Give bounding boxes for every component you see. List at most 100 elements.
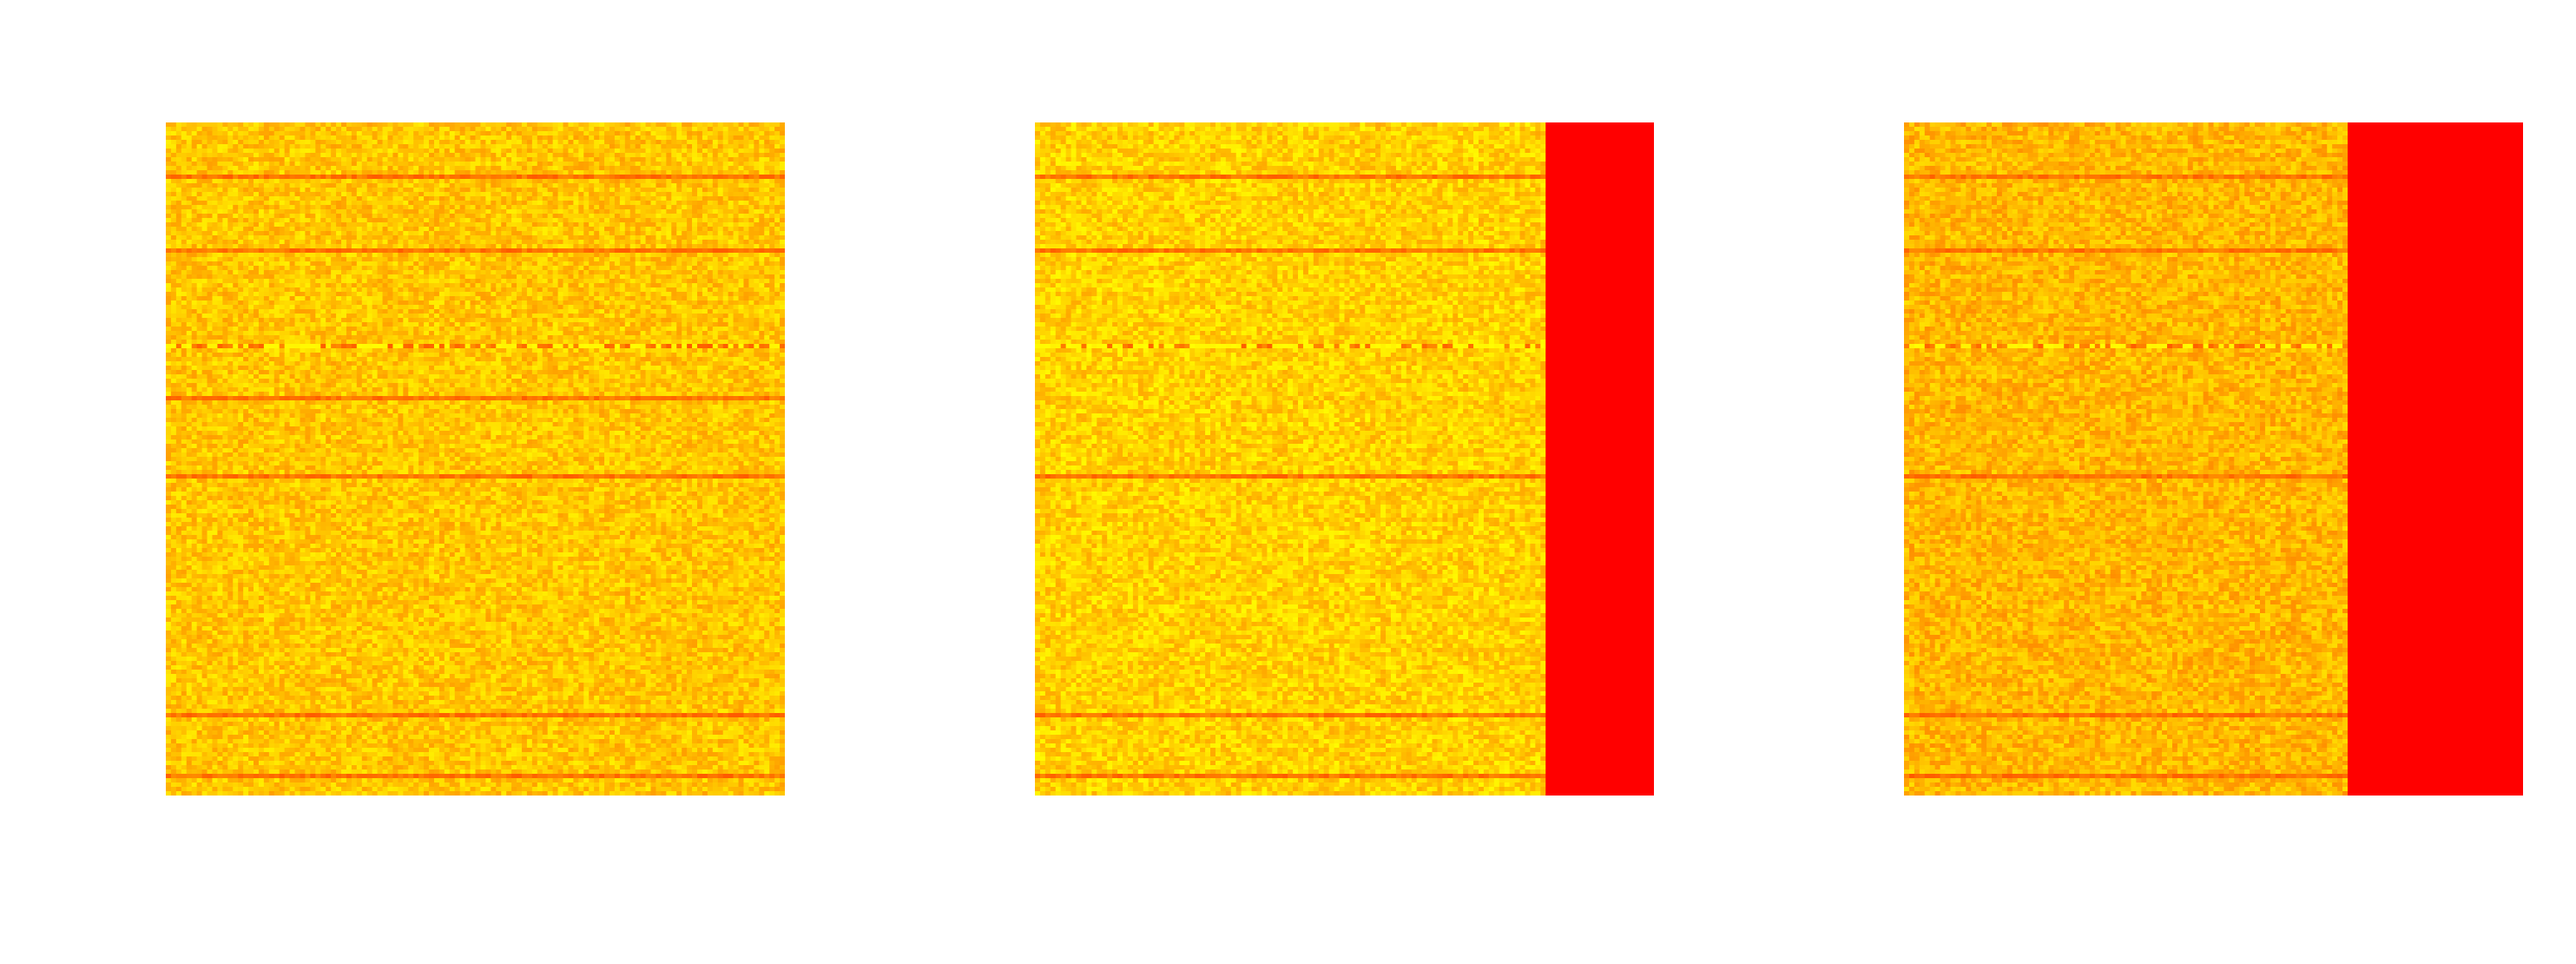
- heatmap-cell: [315, 235, 321, 241]
- heatmap-cell: [485, 201, 491, 206]
- heatmap-cell: [429, 279, 435, 284]
- heatmap-cell: [191, 170, 198, 175]
- heatmap-cell: [382, 209, 389, 215]
- heatmap-cell: [780, 135, 785, 141]
- heatmap-cell: [501, 287, 507, 293]
- heatmap-cell: [227, 248, 234, 254]
- heatmap-cell: [392, 248, 399, 254]
- heatmap-cell: [186, 261, 193, 267]
- heatmap-cell: [614, 231, 621, 236]
- heatmap-cell: [341, 162, 347, 167]
- heatmap-cell: [454, 140, 461, 145]
- heatmap-cell: [331, 183, 337, 188]
- heatmap-cell: [273, 162, 280, 167]
- heatmap-cell: [748, 131, 754, 136]
- heatmap-cell: [424, 231, 430, 236]
- heatmap-cell: [444, 175, 451, 180]
- heatmap-cell: [692, 209, 698, 215]
- heatmap-cell: [238, 201, 244, 206]
- heatmap-cell: [459, 131, 466, 136]
- heatmap-cell: [191, 135, 198, 141]
- heatmap-cell: [320, 240, 326, 245]
- heatmap-cell: [279, 300, 286, 306]
- heatmap-cell: [356, 218, 363, 223]
- heatmap-cell: [506, 287, 512, 293]
- heatmap-cell: [248, 296, 254, 301]
- heatmap-cell: [692, 162, 698, 167]
- heatmap-cell: [351, 292, 358, 297]
- heatmap-cell: [464, 157, 471, 162]
- heatmap-cell: [563, 227, 570, 232]
- heatmap-cell: [521, 300, 528, 306]
- heatmap-cell: [387, 270, 394, 275]
- heatmap-cell: [320, 296, 326, 301]
- heatmap-cell: [449, 274, 456, 280]
- heatmap-cell: [748, 244, 754, 249]
- heatmap-cell: [517, 140, 523, 145]
- heatmap-cell: [212, 214, 219, 219]
- heatmap-cell: [656, 214, 662, 219]
- heatmap-cell: [491, 257, 497, 262]
- heatmap-cell: [733, 261, 740, 267]
- heatmap-cell: [594, 131, 600, 136]
- heatmap-cell: [661, 248, 667, 254]
- heatmap-cell: [238, 214, 244, 219]
- heatmap-cell: [227, 201, 234, 206]
- heatmap-cell: [310, 183, 316, 188]
- heatmap-cell: [331, 300, 337, 306]
- heatmap-cell: [254, 227, 260, 232]
- heatmap-cell: [707, 188, 714, 193]
- heatmap-cell: [243, 218, 249, 223]
- heatmap-cell: [279, 149, 286, 154]
- heatmap-cell: [733, 227, 740, 232]
- heatmap-cell: [650, 122, 657, 128]
- heatmap-cell: [614, 222, 621, 228]
- heatmap-cell: [273, 192, 280, 197]
- heatmap-cell: [438, 192, 445, 197]
- heatmap-cell: [780, 218, 785, 223]
- heatmap-cell: [517, 179, 523, 184]
- heatmap-cell: [459, 270, 466, 275]
- heatmap-cell: [682, 162, 688, 167]
- heatmap-cell: [346, 270, 352, 275]
- heatmap-cell: [336, 287, 342, 293]
- heatmap-cell: [449, 222, 456, 228]
- heatmap-cell: [175, 244, 182, 249]
- heatmap-cell: [227, 283, 234, 288]
- heatmap-cell: [629, 209, 636, 215]
- heatmap-cell: [403, 179, 409, 184]
- heatmap-cell: [454, 162, 461, 167]
- heatmap-cell: [346, 205, 352, 210]
- heatmap-cell: [398, 170, 404, 175]
- heatmap-cell: [398, 140, 404, 145]
- heatmap-cell: [661, 283, 667, 288]
- heatmap-cell: [429, 209, 435, 215]
- heatmap-cell: [217, 240, 223, 245]
- heatmap-cell: [650, 162, 657, 167]
- heatmap-cell: [531, 179, 538, 184]
- heatmap-cell: [511, 131, 517, 136]
- heatmap-cell: [341, 188, 347, 193]
- heatmap-cell: [263, 192, 270, 197]
- heatmap-cell: [640, 170, 647, 175]
- heatmap-cell: [366, 149, 373, 154]
- heatmap-cell: [589, 122, 595, 128]
- heatmap-cell: [531, 292, 538, 297]
- heatmap-cell: [656, 240, 662, 245]
- heatmap-cell: [722, 192, 729, 197]
- heatmap-cell: [604, 166, 610, 171]
- heatmap-cell: [243, 300, 249, 306]
- heatmap-cell: [624, 235, 631, 241]
- heatmap-cell: [583, 135, 590, 141]
- heatmap-cell: [759, 283, 765, 288]
- heatmap-cell: [382, 192, 389, 197]
- heatmap-cell: [336, 175, 342, 180]
- heatmap-cell: [671, 214, 677, 219]
- heatmap-cell: [619, 205, 626, 210]
- heatmap-cell: [738, 149, 745, 154]
- heatmap-cell: [372, 222, 379, 228]
- heatmap-cell: [573, 270, 579, 275]
- heatmap-cell: [501, 153, 507, 158]
- heatmap-cell: [635, 283, 642, 288]
- heatmap-cell: [475, 279, 482, 284]
